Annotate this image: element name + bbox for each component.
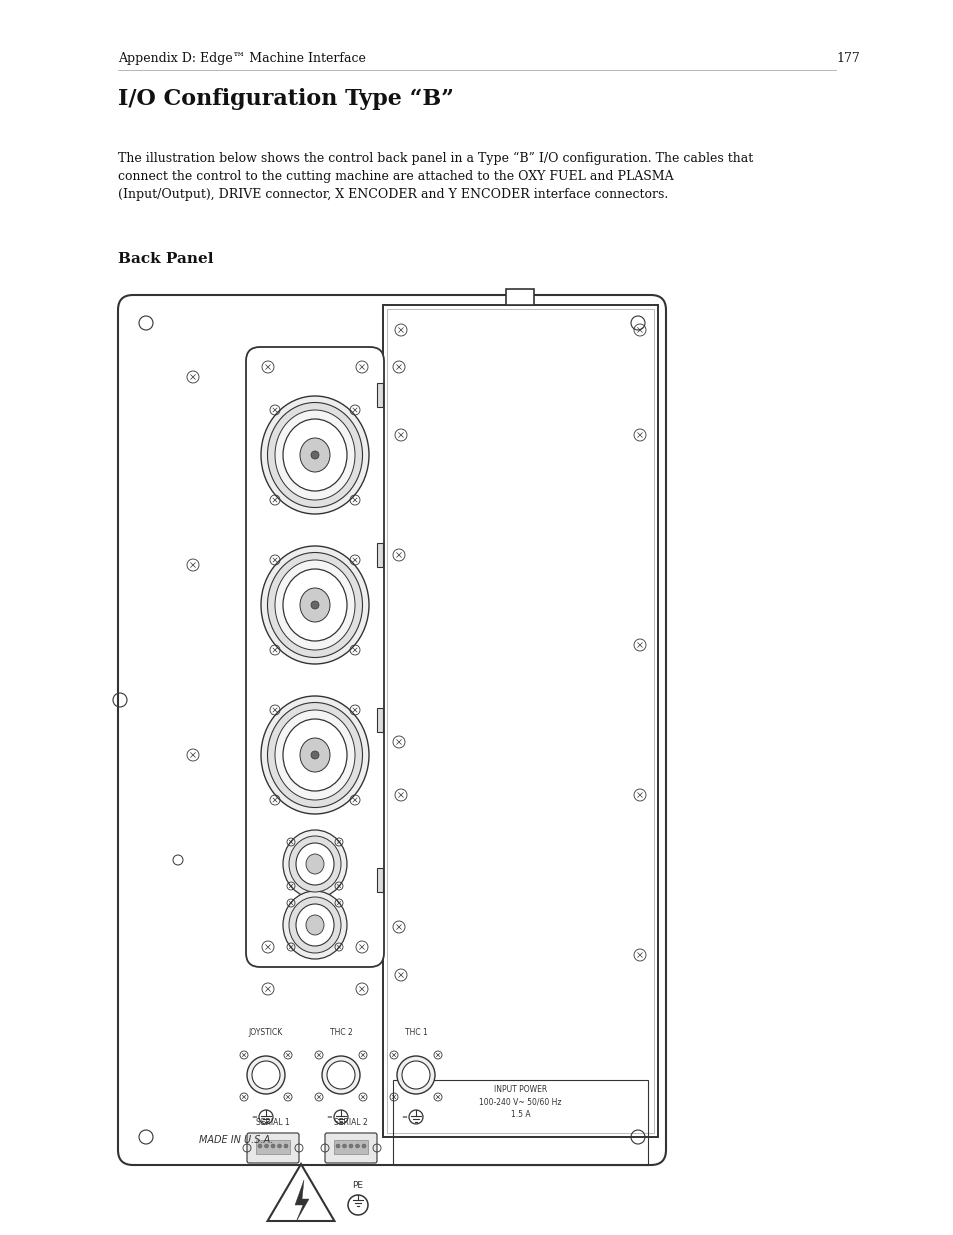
Ellipse shape (267, 703, 362, 808)
Ellipse shape (252, 1061, 280, 1089)
Ellipse shape (267, 552, 362, 657)
Bar (376, 868, 382, 892)
Ellipse shape (299, 739, 330, 772)
Circle shape (349, 1144, 353, 1149)
Text: =: = (400, 1114, 407, 1120)
Text: MADE IN U.S.A.: MADE IN U.S.A. (198, 1135, 273, 1145)
Text: Appendix D: Edge™ Machine Interface: Appendix D: Edge™ Machine Interface (118, 52, 366, 65)
Circle shape (264, 1144, 268, 1149)
Ellipse shape (283, 830, 347, 898)
FancyBboxPatch shape (325, 1132, 376, 1163)
Ellipse shape (289, 836, 340, 892)
Circle shape (342, 1144, 346, 1149)
Text: JOYSTICK: JOYSTICK (249, 1028, 283, 1037)
Circle shape (361, 1144, 366, 1149)
Text: The illustration below shows the control back panel in a Type “B” I/O configurat: The illustration below shows the control… (118, 152, 753, 165)
Ellipse shape (247, 1056, 285, 1094)
FancyBboxPatch shape (247, 1132, 298, 1163)
Ellipse shape (261, 546, 369, 664)
Ellipse shape (322, 1056, 359, 1094)
Bar (376, 708, 382, 732)
FancyBboxPatch shape (118, 295, 665, 1165)
Text: PE: PE (352, 1181, 363, 1191)
FancyBboxPatch shape (246, 347, 384, 967)
Text: Back Panel: Back Panel (118, 252, 213, 266)
Ellipse shape (283, 890, 347, 960)
Circle shape (348, 1195, 368, 1215)
Bar (255, 1140, 290, 1153)
Text: =: = (326, 1114, 332, 1120)
Circle shape (257, 1144, 262, 1149)
Ellipse shape (261, 697, 369, 814)
Ellipse shape (295, 844, 334, 885)
Ellipse shape (267, 403, 362, 508)
Ellipse shape (401, 1061, 430, 1089)
Ellipse shape (274, 410, 355, 500)
Circle shape (311, 601, 318, 609)
Circle shape (284, 1144, 288, 1149)
Circle shape (311, 751, 318, 760)
Text: (Input/Output), DRIVE connector, X ENCODER and Y ENCODER interface connectors.: (Input/Output), DRIVE connector, X ENCOD… (118, 188, 667, 201)
Circle shape (409, 1110, 422, 1124)
Ellipse shape (283, 719, 347, 790)
Bar (376, 543, 382, 567)
Bar (393, 1079, 647, 1165)
Text: THC 1: THC 1 (404, 1028, 427, 1037)
Circle shape (277, 1144, 281, 1149)
Ellipse shape (396, 1056, 435, 1094)
Ellipse shape (299, 438, 330, 472)
Circle shape (335, 1144, 339, 1149)
Text: THC 2: THC 2 (330, 1028, 352, 1037)
Ellipse shape (306, 853, 324, 874)
Ellipse shape (299, 588, 330, 622)
Ellipse shape (261, 396, 369, 514)
Text: SERIAL 2: SERIAL 2 (334, 1118, 368, 1128)
Ellipse shape (274, 710, 355, 800)
Text: SERIAL 1: SERIAL 1 (255, 1118, 290, 1128)
Text: connect the control to the cutting machine are attached to the OXY FUEL and PLAS: connect the control to the cutting machi… (118, 170, 673, 183)
Ellipse shape (289, 897, 340, 953)
Ellipse shape (274, 559, 355, 650)
Bar (505, 289, 534, 305)
Bar (387, 309, 654, 1132)
Circle shape (334, 1110, 348, 1124)
Bar (382, 305, 658, 1137)
Polygon shape (294, 1179, 309, 1221)
Circle shape (258, 1110, 273, 1124)
Ellipse shape (295, 904, 334, 946)
Text: INPUT POWER
100-240 V~ 50/60 Hz
1.5 A: INPUT POWER 100-240 V~ 50/60 Hz 1.5 A (478, 1086, 561, 1119)
Circle shape (311, 451, 318, 459)
Ellipse shape (283, 419, 347, 492)
Ellipse shape (306, 915, 324, 935)
Circle shape (271, 1144, 274, 1149)
Bar (334, 1140, 368, 1153)
Circle shape (355, 1144, 359, 1149)
Text: 177: 177 (835, 52, 859, 65)
Text: =: = (251, 1114, 256, 1120)
Ellipse shape (283, 569, 347, 641)
Bar (376, 383, 382, 408)
Text: I/O Configuration Type “B”: I/O Configuration Type “B” (118, 88, 454, 110)
Ellipse shape (327, 1061, 355, 1089)
